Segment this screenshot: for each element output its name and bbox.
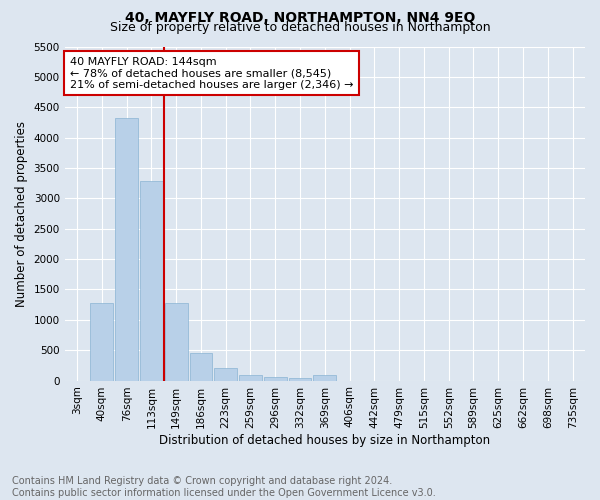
Y-axis label: Number of detached properties: Number of detached properties	[15, 120, 28, 306]
Bar	[140, 182, 163, 380]
Bar	[165, 304, 188, 380]
Bar	[91, 304, 113, 380]
Text: Size of property relative to detached houses in Northampton: Size of property relative to detached ho…	[110, 21, 490, 34]
Bar	[264, 376, 287, 380]
Text: 40, MAYFLY ROAD, NORTHAMPTON, NN4 9EQ: 40, MAYFLY ROAD, NORTHAMPTON, NN4 9EQ	[125, 11, 475, 25]
Bar	[190, 352, 212, 380]
Text: Contains HM Land Registry data © Crown copyright and database right 2024.
Contai: Contains HM Land Registry data © Crown c…	[12, 476, 436, 498]
Bar	[214, 368, 237, 380]
Bar	[115, 118, 138, 380]
Bar	[313, 375, 336, 380]
Text: 40 MAYFLY ROAD: 144sqm
← 78% of detached houses are smaller (8,545)
21% of semi-: 40 MAYFLY ROAD: 144sqm ← 78% of detached…	[70, 56, 353, 90]
Bar	[239, 375, 262, 380]
X-axis label: Distribution of detached houses by size in Northampton: Distribution of detached houses by size …	[159, 434, 490, 448]
Bar	[289, 378, 311, 380]
